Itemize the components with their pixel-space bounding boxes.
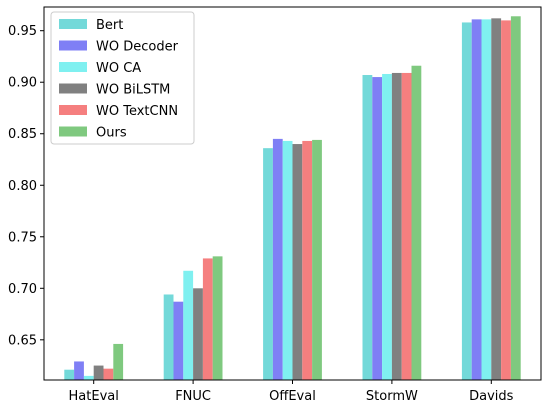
legend-label-wo-textcnn: WO TextCNN (96, 104, 178, 119)
bar-hateval-wo-decoder (74, 361, 84, 380)
legend-swatch-bert (59, 19, 87, 29)
bar-fnuc-bert (163, 294, 174, 380)
bar-hateval-wo-bilstm (93, 365, 104, 380)
x-tick-label: HatEval (69, 389, 119, 404)
x-tick-label: FNUC (175, 389, 211, 404)
bar-stormw-wo-textcnn (401, 72, 412, 380)
legend-label-wo-ca: WO CA (96, 61, 141, 76)
y-tick-label: 0.65 (8, 333, 37, 348)
legend-swatch-ours (59, 126, 87, 137)
bar-offeval-bert (263, 148, 273, 380)
bar-fnuc-ours (212, 256, 223, 380)
bar-hateval-ours (113, 343, 124, 380)
legend: Bert WO Decoder WO CA WO BiLSTM WO TextCNN Ou… (50, 11, 195, 145)
bar-stormw-ours (411, 65, 422, 380)
x-tick-label: Davids (469, 389, 514, 404)
bar-stormw-wo-decoder (372, 77, 383, 381)
y-axis: 0.65 0.70 0.75 0.80 0.85 0.90 0.95 (8, 24, 44, 348)
legend-label-wo-bilstm: WO BiLSTM (96, 83, 170, 98)
y-tick-label: 0.95 (8, 24, 37, 39)
bar-offeval-ours (312, 139, 322, 380)
legend-swatch-wo-decoder (59, 40, 87, 51)
plot-frame (43, 6, 542, 381)
bar-stormw-bert (362, 75, 373, 380)
bar-stormw-wo-ca (382, 73, 392, 381)
bar-davids-ours (510, 16, 521, 381)
legend-swatch-wo-ca (59, 62, 87, 72)
y-tick-label: 0.75 (8, 230, 37, 245)
bar-stormw-wo-bilstm (391, 72, 402, 380)
bar-offeval-wo-decoder (272, 138, 283, 380)
bar-fnuc-wo-decoder (173, 301, 184, 380)
y-tick-label: 0.80 (8, 179, 37, 194)
x-tick-label: StormW (366, 389, 418, 404)
bar-hateval-wo-ca (83, 375, 94, 380)
bar-davids-wo-textcnn (501, 20, 511, 381)
bar-hateval-bert (64, 369, 75, 380)
legend-label-wo-decoder: WO Decoder (96, 40, 179, 55)
bar-offeval-wo-ca (282, 140, 293, 380)
bar-fnuc-wo-textcnn (202, 258, 213, 380)
bar-davids-wo-decoder (471, 19, 482, 380)
bar-offeval-wo-bilstm (292, 144, 303, 380)
legend-label-bert: Bert (96, 18, 123, 33)
legend-swatch-wo-textcnn (59, 105, 87, 115)
legend-swatch-wo-bilstm (59, 83, 87, 94)
bar-fnuc-wo-bilstm (193, 288, 203, 380)
bar-offeval-wo-textcnn (302, 140, 313, 380)
bar-davids-wo-ca (481, 19, 492, 380)
bar-fnuc-wo-ca (183, 270, 194, 380)
legend-label-ours: Ours (96, 126, 127, 141)
x-tick-label: OffEval (269, 389, 316, 404)
x-axis: HatEval FNUC OffEval StormW Davids (69, 380, 514, 404)
y-tick-label: 0.70 (8, 282, 37, 297)
bars-layer (64, 16, 521, 381)
bar-davids-bert (461, 22, 472, 380)
y-tick-label: 0.90 (8, 76, 37, 91)
bar-hateval-wo-textcnn (103, 368, 114, 380)
y-tick-label: 0.85 (8, 127, 37, 142)
bar-davids-wo-bilstm (491, 18, 502, 380)
